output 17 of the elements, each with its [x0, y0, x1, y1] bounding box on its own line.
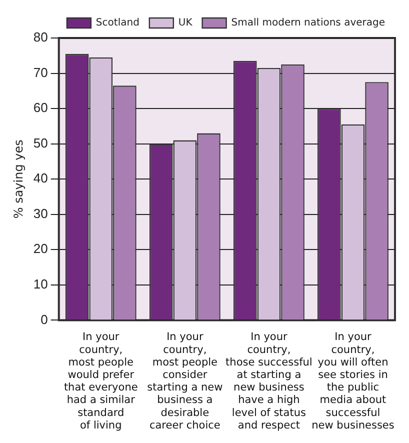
- legend-label: Small modern nations average: [231, 18, 386, 29]
- y-tick-label: 0: [40, 312, 48, 327]
- y-tick-label: 70: [33, 64, 48, 80]
- y-tick-label: 10: [33, 276, 48, 292]
- y-axis-title: % saying yes: [11, 140, 26, 219]
- y-tick-label: 40: [33, 170, 48, 186]
- x-tick-label: In your country, those successful at starting a new business have a high level of status and respect: [226, 331, 312, 432]
- y-tick-label: 60: [33, 100, 48, 116]
- y-tick-label: 80: [33, 30, 48, 45]
- legend-label: UK: [178, 18, 193, 29]
- y-tick-label: 20: [33, 241, 48, 256]
- legend-label: Scotland: [96, 18, 140, 29]
- y-tick-label: 50: [33, 135, 48, 150]
- x-tick-label: In your country, you will often see stories in the public media about successful new businesses: [312, 331, 394, 432]
- x-tick-label: In your country, most people would prefer that everyone had a similar standard of living: [64, 331, 138, 432]
- y-tick-label: 30: [33, 206, 48, 221]
- x-tick-label: In your country, most people consider starting a new business a desirable career choice: [147, 331, 224, 432]
